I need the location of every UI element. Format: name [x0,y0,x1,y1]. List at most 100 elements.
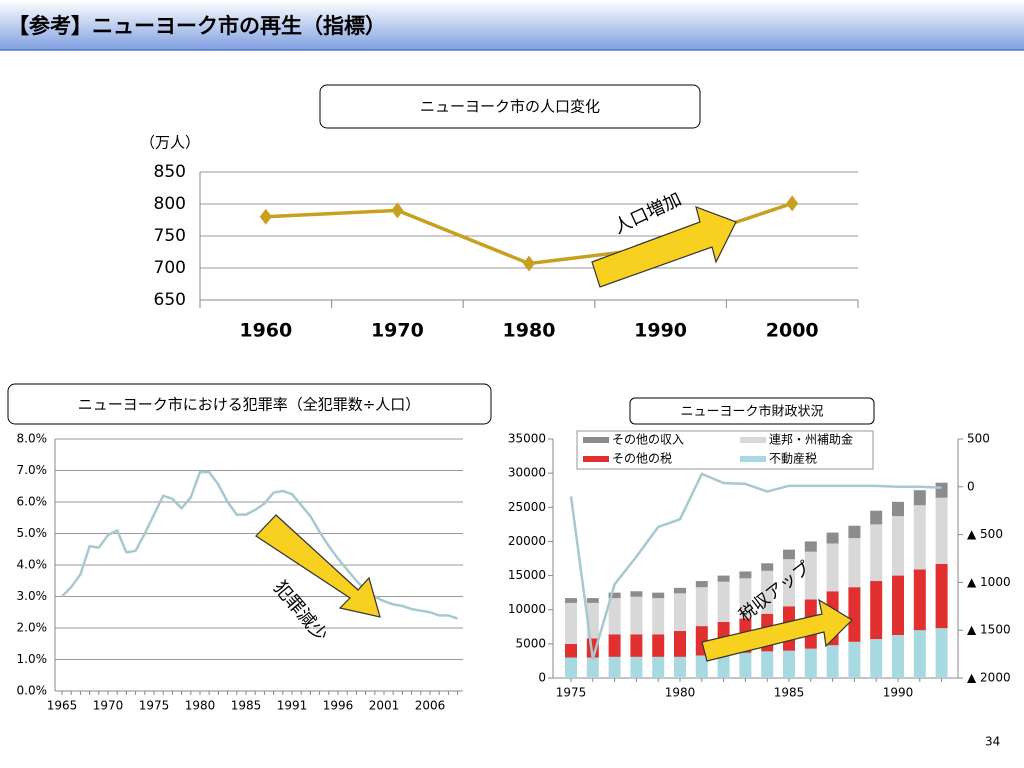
annotation: 人口増加 [611,189,685,238]
x-tick-label: 1975 [556,686,587,700]
chart-title: ニューヨーク市における犯罪率（全犯罪数÷人口） [78,396,421,414]
y-tick-label: 20000 [508,534,546,548]
y2-tick-label: ▲ 1500 [967,623,1011,637]
bar-segment [565,643,577,658]
bar-segment [761,570,774,614]
title-box [7,383,492,425]
bar-segment [848,525,861,539]
bar-segment [608,598,621,635]
bar-segment [804,541,817,552]
y-tick-label: 1.0% [17,652,48,666]
bar-segment [586,657,599,678]
y-tick-label: 25000 [508,500,546,514]
bar-segment [630,656,643,678]
x-tick-label: 1975 [139,699,170,713]
bar-segment [935,563,948,629]
bar-segment [652,656,665,678]
bar-segment [913,490,926,506]
bar-segment [674,630,686,657]
y-tick-label: 650 [154,290,186,310]
legend-swatch [740,437,766,443]
bar-segment [652,634,665,657]
y2-tick-label: 500 [967,432,990,446]
y-tick-label: 5000 [515,636,546,650]
legend-box [576,430,874,470]
bar-segment [674,587,686,594]
chart-title: ニューヨーク市の人口変化 [420,98,600,116]
bar-segment [761,563,774,571]
bar-segment [870,524,883,582]
bar-segment [892,634,904,678]
bar-segment [695,587,708,627]
bar-segment [630,596,643,635]
marker [523,255,535,272]
y-tick-label: 750 [154,226,186,246]
slide-title: 【参考】ニューヨーク市の再生（指標） [8,14,386,38]
x-tick-label: 1990 [634,320,687,342]
bar-segment [892,516,904,576]
bar-segment [848,538,861,588]
data-line [61,470,459,620]
bar-segment [717,581,730,623]
arrow [701,598,853,662]
legend-label: 不動産税 [769,451,817,466]
y-tick-label: 850 [154,162,186,182]
bar-segment [739,571,752,579]
x-tick-label: 1996 [323,699,354,713]
bar-segment [674,656,686,678]
bar-segment [870,581,883,640]
y-tick-label: 8.0% [17,432,48,446]
bar-segment [826,645,839,678]
bar-segment [630,634,643,657]
bar-segment [913,505,926,570]
legend-label: その他の税 [612,452,672,466]
bar-segment [935,628,948,678]
arrow [255,514,381,618]
header-band [0,0,1024,50]
y2-tick-label: ▲ 500 [967,527,1003,541]
x-tick-label: 1970 [93,699,124,713]
legend-label: 連邦・州補助金 [769,432,853,447]
data-line [569,472,942,661]
y-tick-label: 4.0% [17,558,48,572]
y-tick-label: 35000 [508,432,546,446]
bar-segment [565,657,577,678]
x-tick-label: 1960 [239,320,292,342]
bar-segment [804,648,817,678]
y-tick-label: 700 [154,258,186,278]
y-tick-label: 10000 [508,602,546,616]
bar-segment [848,641,861,678]
y-tick-label: 0.0% [17,684,48,698]
bar-segment [717,654,730,678]
bar-segment [586,598,599,603]
bar-segment [826,543,839,592]
title-box [319,84,701,129]
bar-segment [783,559,795,607]
bar-segment [565,598,577,603]
y-tick-label: 2.0% [17,621,48,635]
bar-segment [913,569,926,631]
y-tick-label: 30000 [508,466,546,480]
bar-segment [804,551,817,600]
x-tick-label: 1990 [883,686,914,700]
x-tick-label: 1985 [774,686,805,700]
y-axis-label: （万人） [140,134,200,152]
title-box [629,397,875,425]
bar-segment [695,581,708,588]
x-tick-label: 2006 [415,699,446,713]
x-tick-label: 2000 [766,320,819,342]
bar-segment [913,630,926,678]
x-tick-label: 1980 [665,686,696,700]
bar-segment [652,592,665,599]
y2-tick-label: 0 [967,479,975,493]
legend-label: その他の収入 [612,433,684,447]
marker [391,202,404,219]
chart-title: ニューヨーク市財政状況 [680,404,823,420]
bar-segment [565,602,577,644]
y-tick-label: 0 [538,671,546,685]
bar-segment [717,575,730,582]
bar-segment [870,510,883,525]
legend-swatch [583,437,609,443]
arrow [591,206,737,288]
